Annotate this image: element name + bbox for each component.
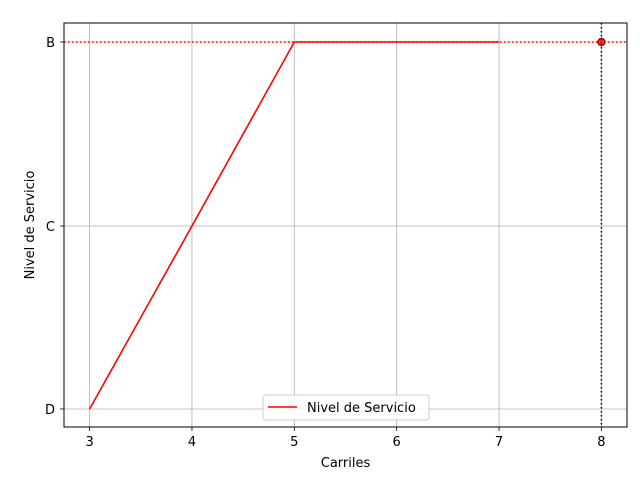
series-layer [88, 37, 606, 410]
x-tick-label: 4 [188, 435, 196, 450]
legend-box [262, 394, 430, 421]
x-tick-label: 8 [597, 435, 605, 450]
y-tick-label: B [46, 36, 55, 51]
x-axis-label: Carriles [321, 456, 371, 471]
axis-ticks: 3 4 5 6 7 8 D C B [45, 36, 606, 450]
y-tick-label: C [46, 220, 55, 235]
x-tick-label: 3 [85, 435, 93, 450]
x-tick-label: 6 [393, 435, 401, 450]
legend-entry-label: Nivel de Servicio [307, 401, 416, 416]
y-axis-label: Nivel de Servicio [23, 171, 38, 280]
y-tick-label: D [45, 403, 55, 418]
x-tick-label: 7 [495, 435, 503, 450]
x-tick-label: 5 [290, 435, 298, 450]
optimum-marker [597, 37, 606, 47]
reference-lines [64, 23, 627, 427]
series-line [88, 41, 500, 410]
plot-frame [63, 22, 628, 428]
grid [64, 23, 627, 427]
legend: Nivel de Servicio [262, 394, 430, 421]
